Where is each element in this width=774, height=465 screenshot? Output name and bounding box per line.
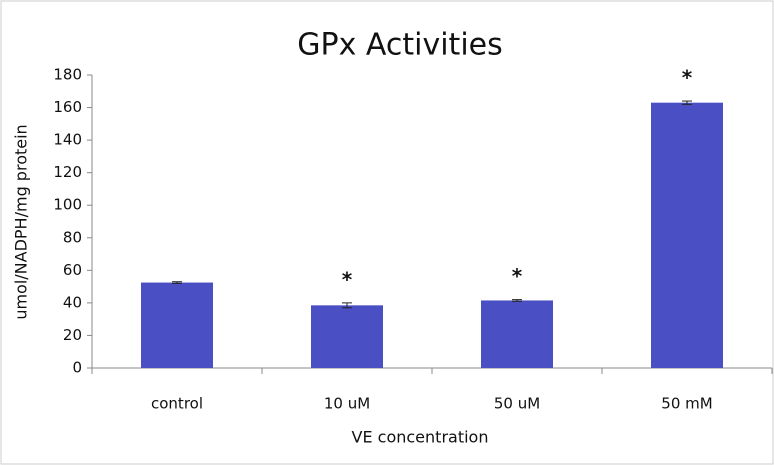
y-tick-label: 180 [53,66,82,84]
y-tick-label: 0 [72,359,82,377]
bar [481,300,553,368]
y-tick-label: 160 [53,98,82,116]
x-tick-label: 50 uM [494,395,540,413]
y-tick-label: 40 [63,293,82,311]
x-tick-label: 10 uM [324,395,370,413]
bar [651,102,723,368]
bar [141,282,213,368]
x-tick-label: control [151,395,203,413]
y-tick-label: 140 [53,131,82,149]
error-bar [512,299,522,302]
y-axis-label: umol/NADPH/mg protein [12,124,31,319]
significance-mark: * [512,264,523,288]
error-bar [172,281,182,284]
y-tick-label: 120 [53,163,82,181]
x-axis-label: VE concentration [352,428,489,447]
y-tick-label: 100 [53,196,82,214]
bar [311,305,383,368]
significance-mark: * [342,267,353,291]
chart-title: GPx Activities [297,28,503,63]
error-bar [342,302,352,309]
significance-mark: * [682,66,693,90]
error-bar [682,100,692,105]
y-tick-label: 60 [63,261,82,279]
x-tick-label: 50 mM [661,395,712,413]
y-tick-label: 80 [63,228,82,246]
y-tick-label: 20 [63,326,82,344]
